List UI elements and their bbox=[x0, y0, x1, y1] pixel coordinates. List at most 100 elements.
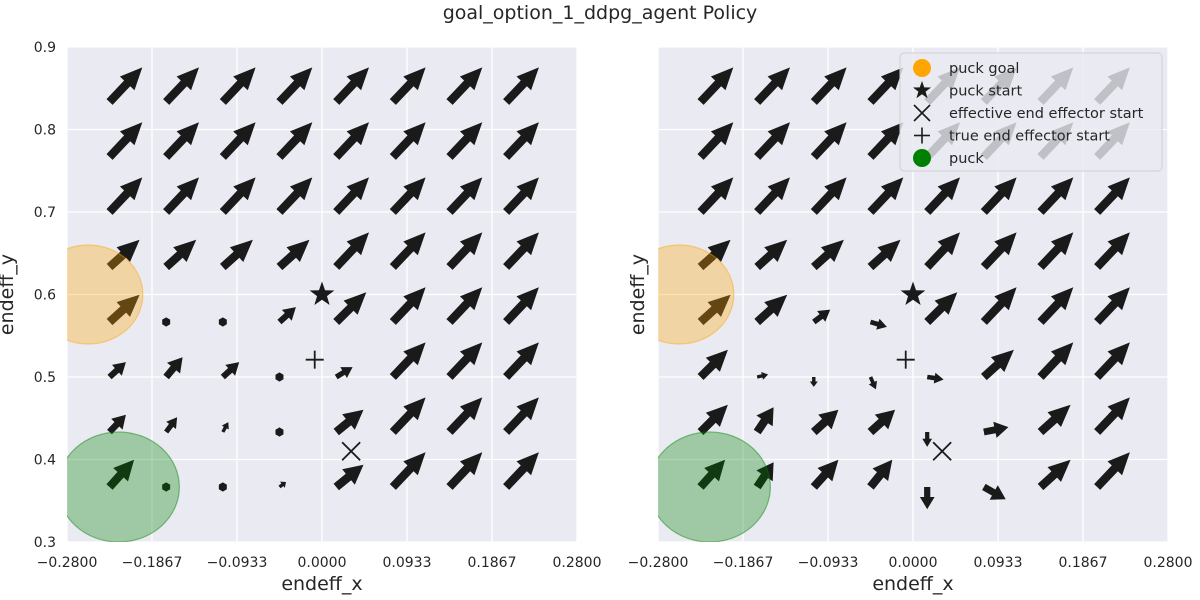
quiver-arrow bbox=[697, 122, 734, 160]
x-tick-label: 0.1867 bbox=[468, 555, 517, 571]
x-axis-label: endeff_x bbox=[872, 573, 953, 595]
quiver-arrow bbox=[106, 177, 143, 215]
quiver-arrow bbox=[809, 377, 818, 387]
quiver-arrow bbox=[503, 177, 539, 215]
quiver-arrow bbox=[106, 239, 140, 271]
quiver-arrow bbox=[446, 67, 483, 105]
quiver-arrow bbox=[811, 409, 839, 436]
quiver-arrow bbox=[1037, 177, 1074, 215]
quiver-arrow bbox=[924, 232, 960, 270]
x-tick-label: −0.0933 bbox=[798, 555, 859, 571]
quiver-arrow bbox=[106, 459, 135, 490]
y-tick-label: 0.6 bbox=[34, 288, 56, 304]
quiver-arrow bbox=[1037, 342, 1074, 380]
puck-start-star bbox=[309, 281, 335, 306]
quiver-arrow bbox=[106, 67, 143, 105]
quiver-arrow bbox=[389, 342, 426, 380]
true-end-effector-start-marker bbox=[305, 350, 324, 369]
quiver-arrow bbox=[446, 287, 483, 325]
quiver-arrow bbox=[275, 372, 284, 382]
quiver-arrow bbox=[275, 427, 284, 437]
legend-box bbox=[899, 52, 1163, 172]
quiver-arrow bbox=[1094, 342, 1130, 380]
figure-title: goal_option_1_ddpg_agent Policy bbox=[442, 2, 758, 24]
quiver-arrow bbox=[503, 397, 539, 435]
legend-star-icon bbox=[912, 81, 932, 99]
quiver-arrow bbox=[446, 177, 483, 215]
quiver-arrow bbox=[980, 232, 1017, 270]
legend-circle-icon bbox=[913, 149, 931, 167]
quiver-arrow bbox=[446, 342, 483, 380]
quiver-arrow bbox=[697, 294, 731, 326]
quiver-arrow bbox=[446, 122, 483, 160]
legend-circle-icon bbox=[913, 59, 931, 77]
quiver-arrow bbox=[868, 376, 877, 390]
quiver-arrow bbox=[926, 372, 944, 384]
x-axis-label: endeff_x bbox=[281, 573, 362, 595]
quiver-arrow bbox=[107, 414, 126, 435]
quiver-arrow bbox=[218, 317, 227, 327]
puck-start-star bbox=[900, 281, 926, 306]
quiver-arrow bbox=[922, 432, 933, 447]
plot-area bbox=[67, 67, 539, 542]
quiver-arrow bbox=[1037, 287, 1074, 325]
quiver-arrow bbox=[162, 482, 171, 492]
quiver-arrow bbox=[924, 177, 960, 215]
quiver-arrow bbox=[163, 239, 197, 271]
x-stroke bbox=[932, 441, 952, 461]
quiver-arrow bbox=[1094, 177, 1130, 215]
quiver-arrow bbox=[278, 481, 286, 489]
quiver-arrow bbox=[333, 122, 369, 160]
quiver-arrow bbox=[983, 421, 1009, 438]
legend-item: puck start bbox=[912, 81, 1022, 100]
quiver-arrow bbox=[754, 177, 790, 215]
quiver-arrow bbox=[867, 459, 893, 490]
y-tick-label: 0.4 bbox=[34, 453, 56, 469]
quiver-arrow bbox=[389, 287, 426, 325]
puck-goal-marker bbox=[658, 244, 735, 345]
quiver-arrow bbox=[980, 287, 1017, 325]
quiver-arrow bbox=[811, 239, 844, 271]
quiver-arrow bbox=[163, 67, 199, 105]
quiver-arrow bbox=[389, 232, 426, 270]
quiver-arrow bbox=[697, 459, 726, 490]
legend-label: true end effector start bbox=[949, 129, 1110, 145]
quiver-arrow bbox=[810, 122, 847, 160]
quiver-arrow bbox=[106, 122, 143, 160]
effective-end-effector-start-marker bbox=[932, 441, 952, 461]
legend-label: puck bbox=[949, 151, 984, 167]
quiver-arrow bbox=[163, 122, 199, 160]
y-tick-label: 0.8 bbox=[34, 123, 56, 139]
legend: puck goal puck start effective end effecto… bbox=[899, 52, 1163, 172]
quiver-arrow bbox=[867, 67, 904, 105]
x-tick-label: −0.0933 bbox=[207, 555, 268, 571]
quiver-arrow bbox=[220, 362, 240, 380]
x-tick-label: −0.2800 bbox=[37, 555, 98, 571]
subplot-2: −0.2800 −0.1867 −0.0933 0.0000 0.0933 0.1867 0… bbox=[627, 46, 1193, 595]
legend-label: puck start bbox=[949, 84, 1022, 100]
x-stroke bbox=[913, 104, 931, 122]
legend-item: puck goal bbox=[913, 59, 1019, 77]
quiver-arrow bbox=[220, 239, 253, 271]
quiver-arrow bbox=[982, 483, 1006, 500]
quiver-arrow bbox=[446, 397, 483, 435]
puck-goal-marker bbox=[67, 244, 144, 345]
quiver-arrow bbox=[333, 292, 367, 325]
quiver-arrow bbox=[753, 407, 774, 435]
quiver-arrow bbox=[218, 482, 227, 492]
quiver-arrow bbox=[503, 122, 539, 160]
quiver-arrow bbox=[276, 122, 313, 160]
quiver-arrow bbox=[389, 177, 426, 215]
quiver-arrow bbox=[754, 67, 790, 105]
quiver-arrow bbox=[106, 294, 140, 326]
quiver-arrow bbox=[164, 417, 178, 434]
quiver-arrow bbox=[221, 422, 229, 433]
legend-item: effective end effector start bbox=[913, 104, 1144, 122]
quiver-arrow bbox=[1037, 404, 1071, 436]
legend-item: true end effector start bbox=[914, 127, 1110, 145]
quiver-arrow bbox=[754, 122, 790, 160]
quiver-arrow bbox=[333, 464, 364, 491]
quiver-arrow bbox=[503, 287, 539, 325]
quiver-arrow bbox=[753, 462, 774, 490]
